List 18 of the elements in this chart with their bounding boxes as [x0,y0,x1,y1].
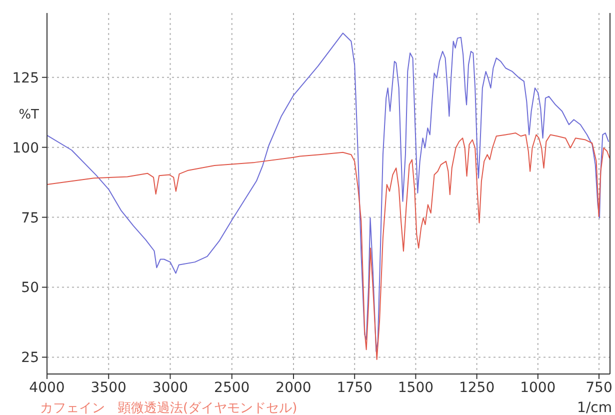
y-tick-label: 100 [12,140,39,156]
x-tick-label: 3000 [152,380,188,396]
y-tick-label: 125 [12,70,39,86]
x-tick-label: 3500 [90,380,126,396]
x-tick-label: 1250 [458,380,495,396]
y-tick-label: 25 [21,350,39,366]
x-tick-label: 2000 [276,380,312,396]
y-tick-label: 75 [21,210,39,226]
x-tick-label: 1500 [398,380,434,396]
y-tick-label: 50 [21,280,39,296]
x-tick-label: 750 [586,380,612,396]
x-tick-label: 2500 [214,380,250,396]
x-tick-label: 4000 [29,380,65,396]
x-tick-label: 1750 [336,380,372,396]
x-tick-label: 1000 [520,380,556,396]
y-axis-title: %T [18,108,40,123]
text: カフェイン 顕微透過法(ダイヤモンドセル) [40,401,298,415]
x-axis-title: 1/cm [577,400,612,415]
